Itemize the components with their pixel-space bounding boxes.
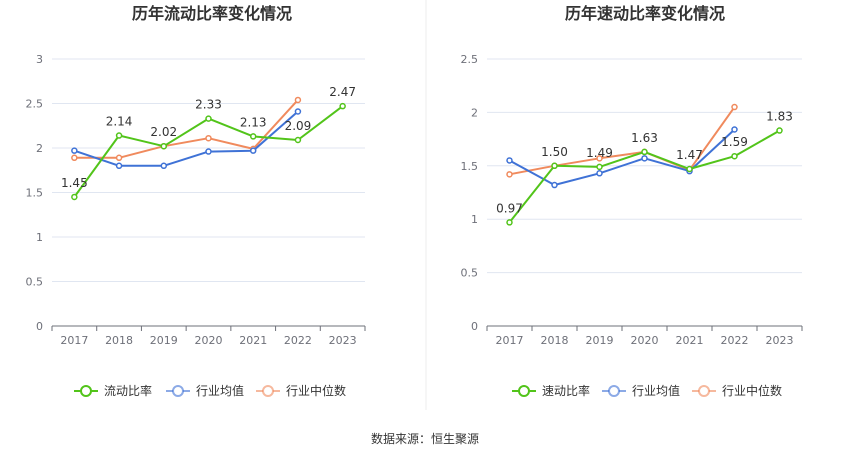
data-label: 2.33 [195,98,222,112]
y-tick-label: 2.5 [26,98,44,111]
y-tick-label: 1.5 [461,160,479,173]
data-point [551,181,558,189]
data-source-note: 数据来源：恒生聚源 [371,431,479,446]
data-label: 2.13 [240,115,267,129]
legend-swatch-marker [80,385,92,397]
y-tick-label: 2 [471,106,478,119]
legend-label: 行业均值 [632,383,680,398]
x-tick-label: 2020 [631,334,659,347]
data-label: 1.45 [61,176,88,190]
legend-label: 行业中位数 [286,383,346,398]
data-point [551,162,558,170]
current-ratio-chart: 历年流动比率变化情况 0 0.5 1 1.5 2 2.5 3 2017 2018 2019 2020 2… [26,4,366,398]
data-label: 1.50 [541,145,568,159]
y-tick-label: 0 [471,320,478,333]
data-point [160,162,168,170]
quick-ratio-chart: 历年速动比率变化情况 0 0.5 1 1.5 2 2.5 2017 2018 2019 2020 20… [461,4,803,398]
series-line-2 [509,106,736,176]
data-point [641,148,648,156]
series-line-2 [74,99,299,159]
data-point [249,147,257,154]
x-tick-label: 2018 [541,334,569,347]
x-tick-label: 2019 [150,334,178,347]
data-label: 1.63 [631,131,658,145]
y-tick-label: 3 [36,53,43,66]
data-point [731,126,738,133]
data-point [339,102,346,110]
data-point [506,171,513,178]
data-point [686,165,693,173]
data-label: 2.14 [106,115,133,129]
data-point [71,154,78,162]
x-tick-label: 2022 [284,334,312,347]
data-point [731,103,738,111]
data-label: 1.49 [586,146,613,160]
y-tick-label: 1 [471,213,478,226]
y-tick-label: 1.5 [26,187,44,200]
x-tick-label: 2017 [496,334,524,347]
data-point [731,152,738,160]
y-tick-label: 0.5 [26,276,44,289]
data-point [115,162,123,170]
data-label: 1.47 [676,148,703,162]
legend-swatch-marker [698,385,710,397]
data-point [205,148,212,155]
data-point [294,108,302,115]
data-label: 1.83 [766,110,793,124]
x-tick-label: 2021 [239,334,267,347]
x-tick-label: 2023 [329,334,357,347]
data-point [776,127,783,134]
data-point [249,133,257,140]
data-point [160,142,168,150]
y-tick-label: 0.5 [461,267,479,280]
y-tick-label: 0 [36,320,43,333]
data-point [294,96,302,104]
chart-title: 历年流动比率变化情况 [132,4,292,23]
data-point [641,155,648,162]
x-tick-label: 2017 [60,334,88,347]
x-tick-label: 2021 [676,334,704,347]
x-tick-label: 2020 [195,334,223,347]
data-point [71,193,78,201]
legend-label: 流动比率 [104,383,152,398]
legend-label: 速动比率 [542,383,590,398]
data-point [115,132,123,139]
series-line-1 [74,110,299,167]
data-point [71,147,78,154]
y-tick-label: 1 [36,231,43,244]
data-label: 0.97 [496,201,523,215]
data-point [596,163,603,171]
x-tick-label: 2023 [766,334,794,347]
data-point [596,155,603,162]
data-point [596,170,603,177]
legend-label: 行业中位数 [722,383,782,398]
data-point [506,157,513,164]
chart-title: 历年速动比率变化情况 [565,4,725,23]
data-point [115,154,123,162]
legend-swatch-marker [608,385,620,397]
x-tick-label: 2019 [586,334,614,347]
series-line-1 [509,128,736,186]
data-label: 2.47 [329,85,356,99]
legend-label: 行业均值 [196,383,244,398]
legend-swatch-marker [262,385,274,397]
x-tick-label: 2018 [105,334,133,347]
data-label: 2.02 [150,125,177,139]
data-point [506,219,513,226]
data-point [205,115,212,122]
y-tick-label: 2 [36,142,43,155]
data-label: 2.09 [285,119,312,133]
legend-swatch-marker [172,385,184,397]
y-tick-label: 2.5 [461,53,479,66]
data-point [294,136,302,144]
data-point [205,134,212,142]
data-label: 1.59 [721,135,748,149]
legend-swatch-marker [518,385,530,397]
x-tick-label: 2022 [721,334,749,347]
